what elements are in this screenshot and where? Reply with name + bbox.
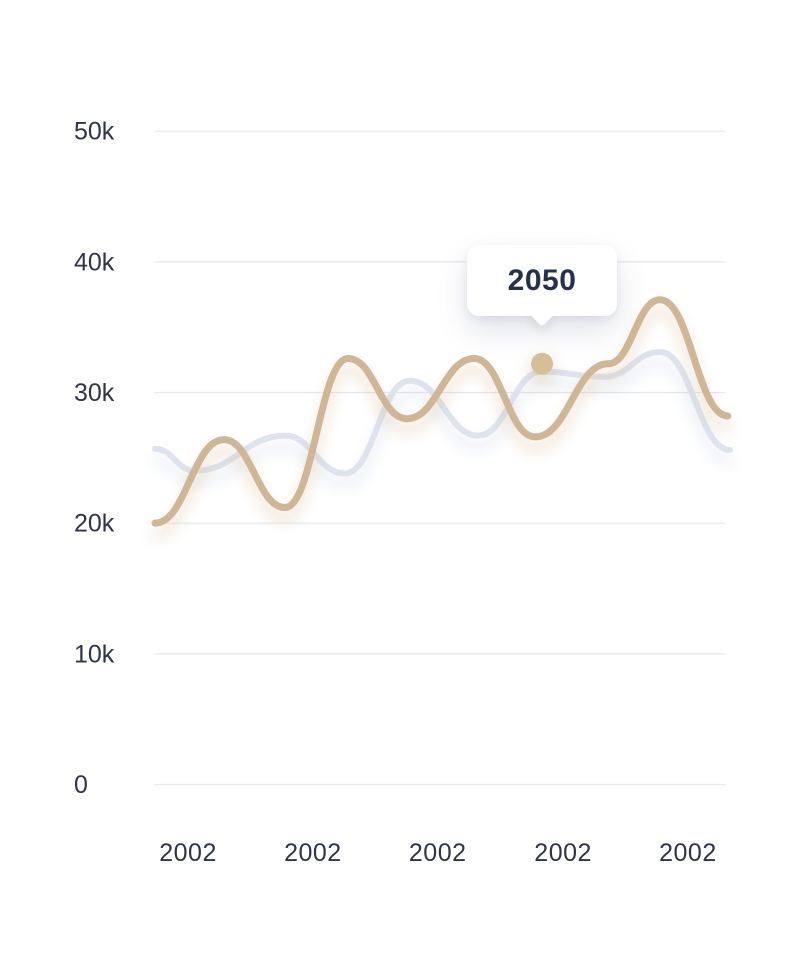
x-axis-label: 2002 [284,839,342,867]
x-axis-label: 2002 [159,839,217,867]
y-axis-tick-label: 50k [74,118,115,146]
series-line-light[interactable] [152,349,734,477]
y-axis-tick-label: 40k [74,248,115,276]
tooltip: 2050 [467,245,618,327]
y-axis-tick-label: 10k [74,640,115,668]
x-axis-label: 2002 [534,839,592,867]
x-axis-label: 2002 [659,839,717,867]
x-axis-label: 2002 [409,839,467,867]
tooltip-value: 2050 [507,263,577,297]
marker-dot[interactable] [531,352,554,375]
series-line-tan[interactable] [151,296,732,527]
y-axis-tick-label: 20k [74,510,115,538]
y-axis-tick-label: 30k [74,379,115,407]
y-axis-tick-label: 0 [74,771,88,799]
